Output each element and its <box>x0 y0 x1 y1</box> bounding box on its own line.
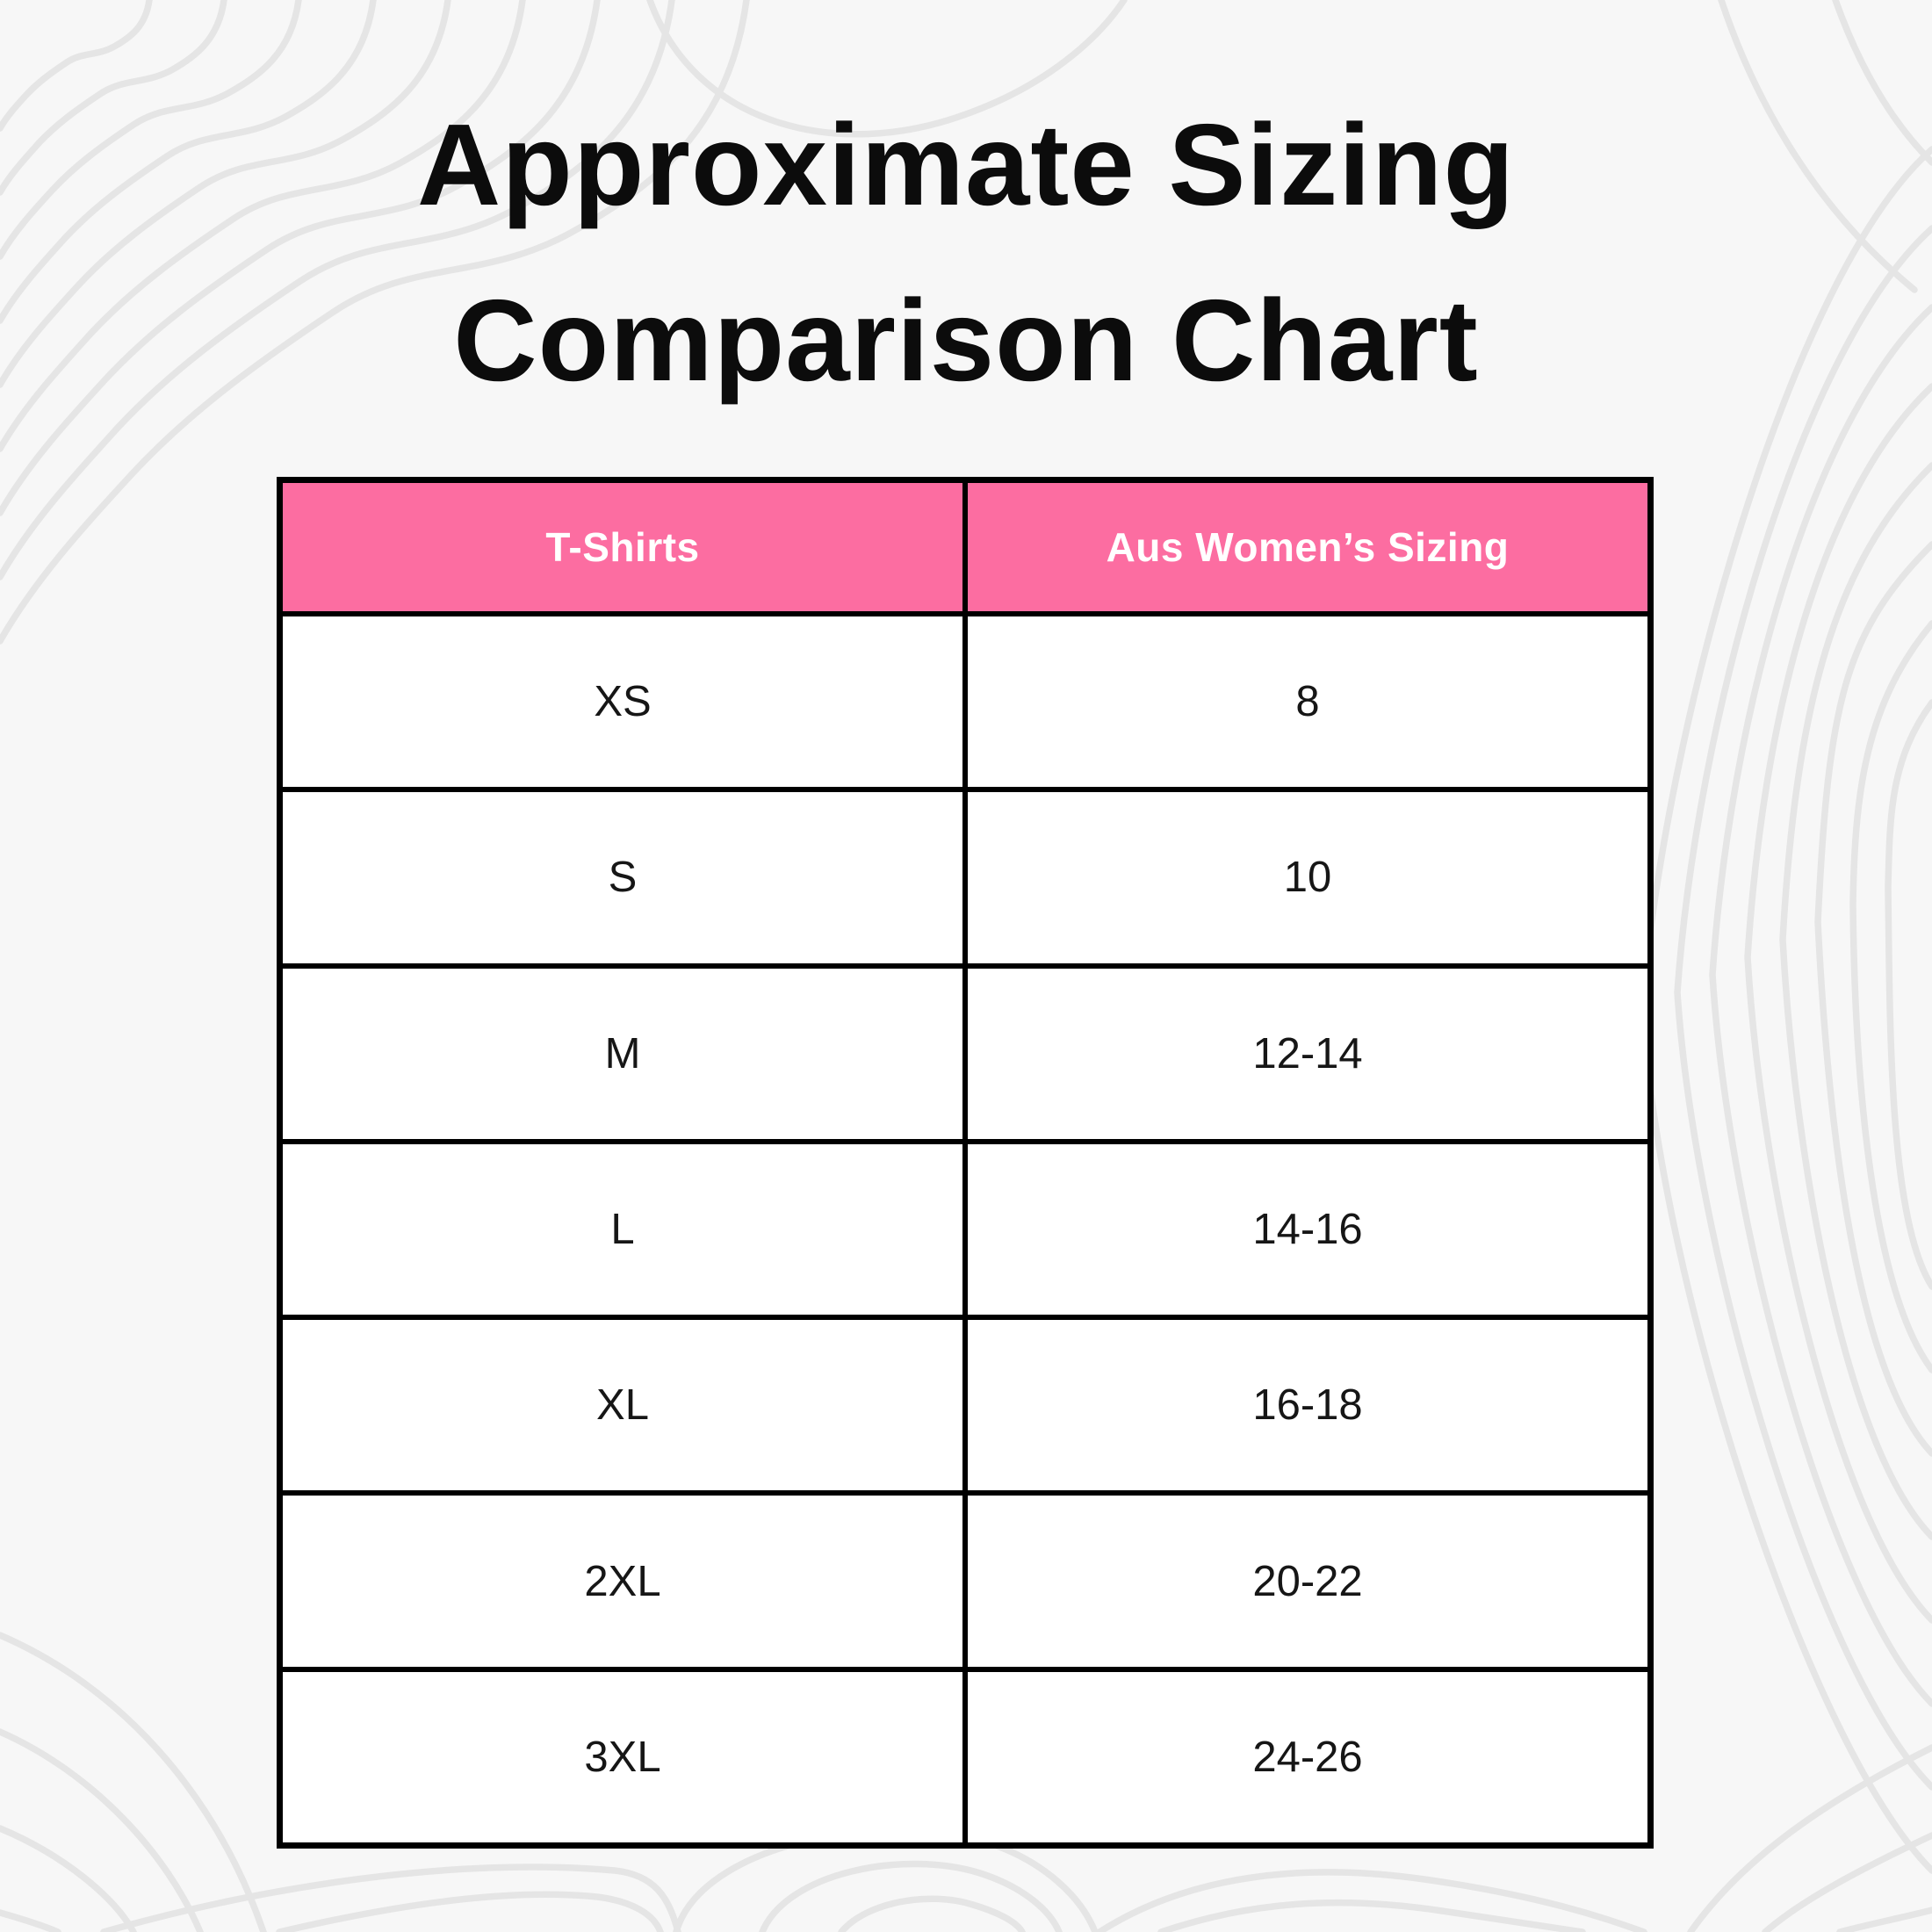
header-cell-aus-sizing: Aus Women’s Sizing <box>968 483 1647 611</box>
cell-aus-size: 8 <box>968 616 1647 788</box>
cell-tshirt-size: S <box>283 792 962 963</box>
header-cell-tshirts: T-Shirts <box>283 483 962 611</box>
cell-aus-size: 16-18 <box>968 1320 1647 1491</box>
page-title-line-1: Approximate Sizing <box>416 100 1516 229</box>
contour-group-right <box>1639 0 1932 1874</box>
cell-aus-size: 12-14 <box>968 968 1647 1139</box>
contour-group-top-left <box>0 0 1128 645</box>
page-title-line-2: Comparison Chart <box>453 276 1479 405</box>
cell-tshirt-size: XS <box>283 616 962 788</box>
cell-tshirt-size: XL <box>283 1320 962 1491</box>
cell-tshirt-size: M <box>283 968 962 1139</box>
contour-group-bottom-right <box>1687 1744 1932 1932</box>
sizing-comparison-table: T-Shirts Aus Women’s Sizing XS 8 S 10 M … <box>277 477 1654 1849</box>
cell-aus-size: 10 <box>968 792 1647 963</box>
cell-tshirt-size: 2XL <box>283 1496 962 1667</box>
cell-tshirt-size: L <box>283 1143 962 1316</box>
contour-group-bottom-left <box>0 1632 267 1932</box>
cell-aus-size: 24-26 <box>968 1671 1647 1842</box>
cell-tshirt-size: 3XL <box>283 1671 962 1842</box>
cell-aus-size: 14-16 <box>968 1143 1647 1316</box>
page-title: Approximate Sizing Comparison Chart <box>0 77 1932 429</box>
cell-aus-size: 20-22 <box>968 1496 1647 1667</box>
